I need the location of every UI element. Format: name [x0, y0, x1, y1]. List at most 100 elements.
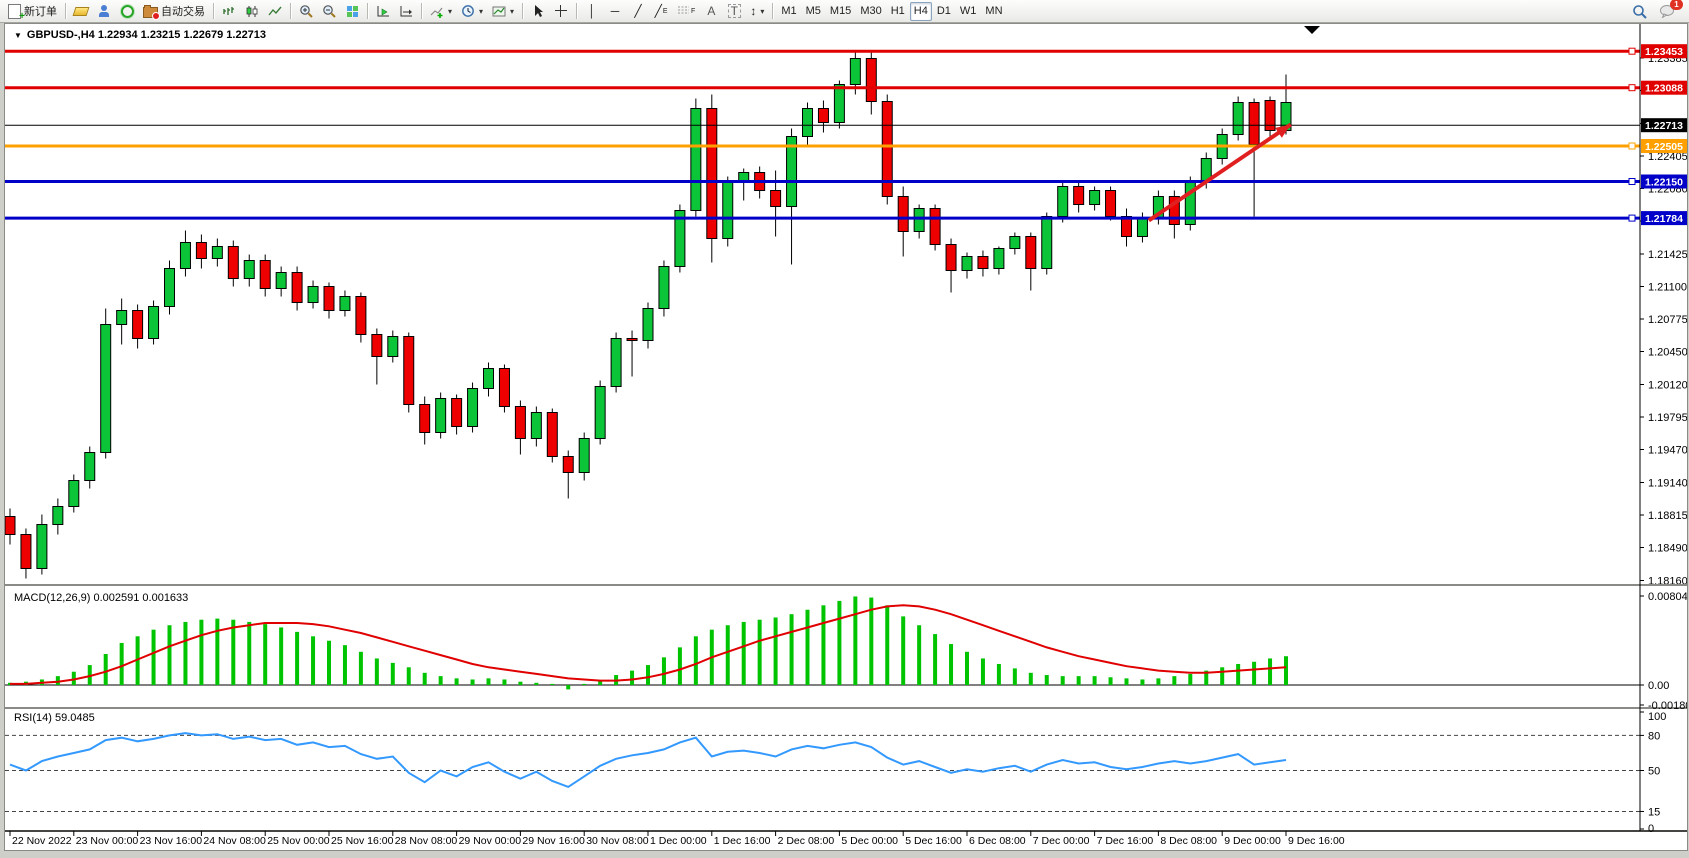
candlestick — [1105, 190, 1117, 217]
macd-histogram-bar — [1060, 676, 1065, 685]
price-axis-label: 1.20120 — [1648, 380, 1687, 392]
auto-trading-button[interactable]: 自动交易 — [139, 2, 209, 21]
timeframe-w1-button[interactable]: W1 — [956, 2, 981, 21]
candlestick — [1232, 102, 1244, 135]
toolbar-separator — [213, 3, 214, 19]
line-handle[interactable] — [1628, 214, 1636, 222]
line-handle[interactable] — [1628, 142, 1636, 150]
chart-canvas[interactable]: 1.233851.230601.227301.224051.220801.217… — [5, 24, 1687, 850]
macd-indicator-label: MACD(12,26,9) 0.002591 0.001633 — [12, 592, 191, 604]
chevron-down-icon: ▾ — [448, 6, 453, 16]
candlestick — [68, 480, 80, 507]
time-axis-label: 6 Dec 08:00 — [969, 835, 1026, 847]
search-button[interactable] — [1628, 2, 1651, 21]
candlestick — [993, 248, 1005, 269]
zoom-in-button[interactable] — [295, 2, 317, 21]
candlestick — [1264, 100, 1276, 131]
candlestick — [833, 84, 845, 123]
clock-icon — [462, 5, 474, 17]
timeframe-m15-button[interactable]: M15 — [826, 2, 855, 21]
macd-histogram-bar — [725, 625, 730, 685]
candlestick — [658, 266, 670, 309]
candlestick — [20, 534, 32, 569]
line-chart-button[interactable] — [264, 2, 286, 21]
timeframe-m30-button[interactable]: M30 — [856, 2, 885, 21]
line-handle[interactable] — [1628, 47, 1636, 55]
macd-histogram-bar — [1124, 678, 1129, 685]
chart-wizard-button[interactable] — [70, 2, 92, 21]
toolbar-separator — [367, 3, 368, 19]
equidistant-channel-button[interactable]: ╱ E — [650, 2, 672, 21]
chart-shift-button[interactable] — [395, 2, 417, 21]
toolbar-right-group: 1 — [1628, 0, 1685, 21]
signals-button[interactable] — [116, 2, 138, 21]
tile-windows-button[interactable] — [341, 2, 363, 21]
macd-histogram-bar — [1172, 676, 1177, 685]
horizontal-line-button[interactable]: ─ — [604, 2, 626, 21]
macd-histogram-bar — [566, 685, 571, 690]
macd-histogram-bar — [135, 636, 140, 685]
timeframe-h1-button[interactable]: H1 — [887, 2, 909, 21]
vertical-line-button[interactable]: │ — [581, 2, 603, 21]
fibonacci-button[interactable]: F — [673, 2, 699, 21]
indicators-button[interactable]: ▾ — [426, 2, 456, 21]
auto-scroll-button[interactable] — [372, 2, 394, 21]
timeframe-m1-button[interactable]: M1 — [777, 2, 800, 21]
bar-chart-button[interactable] — [218, 2, 240, 21]
periods-button[interactable]: ▾ — [457, 2, 487, 21]
price-label-box — [1641, 44, 1687, 59]
zoom-out-button[interactable] — [318, 2, 340, 21]
rsi-axis-label: 50 — [1648, 766, 1660, 778]
candlestick — [211, 246, 223, 259]
macd-histogram-bar — [1012, 668, 1017, 685]
toolbar-separator — [576, 3, 578, 19]
macd-histogram-bar — [1268, 658, 1273, 685]
vertical-line-icon: │ — [588, 4, 596, 18]
trend-arrow[interactable] — [1147, 122, 1292, 223]
timeframe-mn-button[interactable]: MN — [981, 2, 1006, 21]
symbol-dropdown-icon[interactable]: ▼ — [14, 31, 22, 40]
time-axis-label: 25 Nov 00:00 — [267, 835, 330, 847]
text-label-button[interactable]: T — [723, 2, 745, 21]
price-axis-label: 1.19470 — [1648, 445, 1687, 457]
rsi-axis-label: 100 — [1648, 711, 1666, 723]
chart-window[interactable]: 1.233851.230601.227301.224051.220801.217… — [4, 23, 1688, 851]
macd-histogram-bar — [693, 636, 698, 685]
time-axis-label: 24 Nov 08:00 — [203, 835, 266, 847]
candlestick — [100, 324, 112, 453]
cursor-button[interactable] — [527, 2, 549, 21]
crosshair-button[interactable] — [550, 2, 572, 21]
macd-histogram-bar — [1156, 678, 1161, 685]
text-button[interactable]: A — [700, 2, 722, 21]
macd-histogram-bar — [757, 619, 762, 685]
trendline-button[interactable]: ╱ — [627, 2, 649, 21]
tile-windows-icon — [346, 5, 358, 17]
auto-trading-icon — [143, 4, 160, 20]
candlestick — [642, 308, 654, 341]
timeframe-d1-button[interactable]: D1 — [933, 2, 955, 21]
chart-shift-icon — [400, 5, 412, 16]
expert-advisors-button[interactable] — [93, 2, 115, 21]
chart-shift-marker[interactable] — [1304, 26, 1320, 34]
candlestick — [36, 524, 48, 569]
templates-button[interactable]: ▾ — [488, 2, 518, 21]
line-handle[interactable] — [1628, 84, 1636, 92]
macd-histogram-bar — [422, 672, 427, 685]
fibonacci-icon — [678, 6, 690, 14]
timeframe-h4-button[interactable]: H4 — [909, 1, 932, 21]
new-order-button[interactable]: + 新订单 — [4, 2, 61, 22]
macd-histogram-bar — [885, 605, 890, 685]
candlestick-chart-button[interactable] — [241, 2, 263, 21]
macd-histogram-bar — [1236, 663, 1241, 685]
line-handle[interactable] — [1628, 178, 1636, 185]
macd-histogram-bar — [454, 678, 459, 685]
timeframe-m5-button[interactable]: M5 — [802, 2, 825, 21]
macd-histogram-bar — [869, 597, 874, 685]
candlestick — [323, 286, 335, 311]
notifications-button[interactable]: 1 — [1655, 0, 1683, 21]
text-label-icon: T — [727, 4, 741, 18]
time-axis-label: 9 Dec 00:00 — [1224, 835, 1281, 847]
macd-histogram-bar — [1204, 670, 1209, 685]
arrows-button[interactable]: ↕ ▾ — [746, 2, 768, 21]
